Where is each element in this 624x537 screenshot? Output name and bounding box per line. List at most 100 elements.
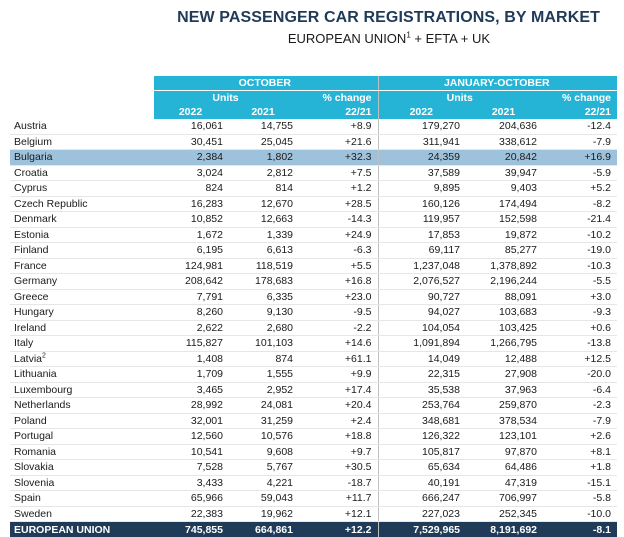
country-name: Slovakia [10,460,154,476]
ytd-change: +1.8 [543,460,617,476]
ytd-2021: 259,870 [466,398,543,414]
ytd-2021: 706,997 [466,491,543,507]
ytd-2022: 160,126 [378,196,466,212]
ytd-change: -20.0 [543,367,617,383]
country-label: Netherlands [14,399,71,411]
ytd-change: +16.9 [543,150,617,166]
oct-2022: 1,408 [154,351,229,367]
oct-change: +61.1 [299,351,378,367]
ytd-2021: 37,963 [466,382,543,398]
group-header-october: OCTOBER [154,76,378,91]
ytd-2021: 85,277 [466,243,543,259]
oct-2021: 19,962 [229,506,299,522]
country-name: Ireland [10,320,154,336]
oct-change: -14.3 [299,212,378,228]
oct-change: +14.6 [299,336,378,352]
ytd-2022: 348,681 [378,413,466,429]
oct-2022: 8,260 [154,305,229,321]
oct-2021: 9,608 [229,444,299,460]
header-spacer [10,91,154,106]
ytd-change: -13.8 [543,336,617,352]
country-name: Poland [10,413,154,429]
country-name: Hungary [10,305,154,321]
ytd-change: -5.9 [543,165,617,181]
oct-change: +18.8 [299,429,378,445]
oct-2022: 1,709 [154,367,229,383]
oct-change: +23.0 [299,289,378,305]
ytd-2022: 9,895 [378,181,466,197]
oct-change: -6.3 [299,243,378,259]
ytd-2021: 97,870 [466,444,543,460]
pct-change-header-ytd: % change [543,91,617,106]
year-2022-header-october: 2022 [154,105,229,119]
oct-2021: 1,802 [229,150,299,166]
ytd-2022: 22,315 [378,367,466,383]
oct-2022: 124,981 [154,258,229,274]
report-subtitle: EUROPEAN UNION1 + EFTA + UK [0,31,624,46]
oct-2021: 59,043 [229,491,299,507]
subtitle-region: EUROPEAN UNION [288,31,406,46]
oct-2021: 874 [229,351,299,367]
oct-2021: 10,576 [229,429,299,445]
header-spacer [10,76,154,91]
country-label: Ireland [14,322,46,334]
country-name: Bulgaria [10,150,154,166]
oct-2022: 6,195 [154,243,229,259]
oct-change: +1.2 [299,181,378,197]
ytd-2021: 64,486 [466,460,543,476]
report-header: NEW PASSENGER CAR REGISTRATIONS, BY MARK… [0,9,624,46]
oct-2021: 1,555 [229,367,299,383]
oct-2021: 9,130 [229,305,299,321]
oct-change: -2.2 [299,320,378,336]
ytd-2022: 17,853 [378,227,466,243]
oct-2021: 4,221 [229,475,299,491]
oct-2022: 208,642 [154,274,229,290]
ytd-2022: 104,054 [378,320,466,336]
ytd-2022: 94,027 [378,305,466,321]
oct-2022: 7,791 [154,289,229,305]
country-label: Bulgaria [14,151,53,163]
country-label: Lithuania [14,368,57,380]
ytd-change: -10.0 [543,506,617,522]
oct-change: +30.5 [299,460,378,476]
oct-2021: 25,045 [229,134,299,150]
country-label: Hungary [14,306,54,318]
year-2021-header-ytd: 2021 [466,105,543,119]
oct-change: +8.9 [299,119,378,134]
country-label: Cyprus [14,182,47,194]
total-row: EUROPEAN UNION 745,855 664,861 +12.2 7,5… [10,522,617,537]
oct-change: +12.1 [299,506,378,522]
oct-2022: 10,541 [154,444,229,460]
ytd-2021: 27,908 [466,367,543,383]
ytd-change: -10.2 [543,227,617,243]
ytd-2022: 69,117 [378,243,466,259]
ytd-change: +8.1 [543,444,617,460]
ytd-change: -9.3 [543,305,617,321]
header-spacer [10,105,154,119]
country-label: Italy [14,337,33,349]
country-name: Portugal [10,429,154,445]
oct-2021: 1,339 [229,227,299,243]
country-label: Spain [14,492,41,504]
ytd-2021: 39,947 [466,165,543,181]
ytd-2022: 2,076,527 [378,274,466,290]
country-label: Finland [14,244,48,256]
oct-2022: 32,001 [154,413,229,429]
oct-2022: 3,024 [154,165,229,181]
ytd-2021: 123,101 [466,429,543,445]
ytd-change: -7.9 [543,134,617,150]
oct-change: +24.9 [299,227,378,243]
ytd-2022: 35,538 [378,382,466,398]
oct-2021: 101,103 [229,336,299,352]
country-label: Slovakia [14,461,54,473]
ytd-2022: 90,727 [378,289,466,305]
oct-2021: 2,680 [229,320,299,336]
